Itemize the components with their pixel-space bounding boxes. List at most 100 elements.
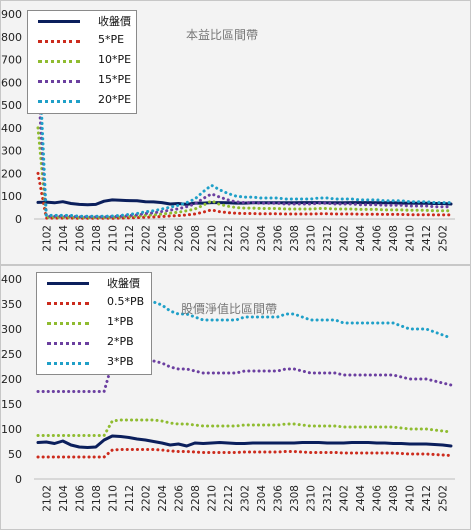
y-tick-label: 400 <box>1 122 22 135</box>
legend-label: 15*PE <box>98 73 132 86</box>
y-tick-label: 200 <box>1 373 22 386</box>
legend-label: 10*PE <box>98 53 132 66</box>
legend-item: 3*PB <box>37 353 151 373</box>
legend-label: 20*PE <box>98 93 132 106</box>
x-tick-label: 2410 <box>405 485 417 512</box>
legend-label: 5*PE <box>98 33 125 46</box>
x-tick-label: 2302 <box>240 485 252 512</box>
legend-swatch <box>47 282 89 285</box>
x-tick-label: 2304 <box>256 485 268 512</box>
legend-swatch <box>47 302 89 305</box>
legend-swatch <box>47 322 89 325</box>
x-tick-label: 2302 <box>240 225 252 252</box>
legend-item: 收盤價 <box>37 273 151 293</box>
x-tick-label: 2202 <box>140 485 152 512</box>
legend-item: 收盤價 <box>28 11 136 31</box>
x-tick-label: 2108 <box>91 485 103 512</box>
y-tick-label: 100 <box>1 423 22 436</box>
x-tick-label: 2304 <box>256 225 268 252</box>
x-tick-label: 2412 <box>421 485 433 512</box>
x-tick-label: 2410 <box>405 225 417 252</box>
legend-item: 0.5*PB <box>37 293 151 313</box>
x-tick-label: 2212 <box>223 225 235 252</box>
x-tick-label: 2408 <box>388 485 400 512</box>
legend-label: 收盤價 <box>107 277 140 290</box>
x-tick-label: 2112 <box>124 225 136 252</box>
y-tick-label: 50 <box>8 448 22 461</box>
pb-band-chart-panel: 0 50 100 150 200 250 300 350 400 2102 2104 2106 2108… <box>0 265 471 530</box>
x-tick-label: 2406 <box>372 485 384 512</box>
series-line-2 <box>36 126 453 220</box>
x-tick-label: 2102 <box>41 485 53 512</box>
x-tick-label: 2404 <box>355 225 367 252</box>
x-tick-label: 2204 <box>157 485 169 512</box>
x-tick-label: 2312 <box>322 485 334 512</box>
x-tick-label: 2406 <box>372 225 384 252</box>
y-tick-label: 200 <box>1 167 22 180</box>
legend-item: 10*PE <box>28 51 136 71</box>
x-tick-label: 2412 <box>421 225 433 252</box>
x-tick-label: 2112 <box>124 485 136 512</box>
legend-label: 1*PB <box>107 315 134 328</box>
x-tick-label: 2208 <box>190 485 202 512</box>
x-tick-label: 2102 <box>41 225 53 252</box>
legend-swatch <box>47 362 89 365</box>
x-tick-label: 2106 <box>74 225 86 252</box>
y-tick-label: 600 <box>1 76 22 89</box>
legend-item: 15*PE <box>28 71 136 91</box>
x-tick-label: 2202 <box>140 225 152 252</box>
y-tick-label: 150 <box>1 398 22 411</box>
x-tick-label: 2206 <box>173 485 185 512</box>
pe-band-chart-panel: 0 100 200 300 400 500 600 700 800 900 2102 2104 2106… <box>0 0 471 265</box>
x-tick-label: 2408 <box>388 225 400 252</box>
chart-title: 本益比區間帶 <box>186 28 259 42</box>
x-tick-label: 2110 <box>107 225 119 252</box>
series-line-4 <box>36 35 453 218</box>
y-tick-label: 0 <box>15 213 22 226</box>
x-tick-label: 2306 <box>273 485 285 512</box>
x-tick-label: 2212 <box>223 485 235 512</box>
x-tick-label: 2210 <box>206 225 218 252</box>
x-tick-label: 2306 <box>273 225 285 252</box>
y-tick-label: 300 <box>1 145 22 158</box>
x-tick-label: 2502 <box>438 485 450 512</box>
pe-band-chart: 0 100 200 300 400 500 600 700 800 900 2102 2104 2106… <box>1 8 455 252</box>
chart-legend: 收盤價 5*PE 10*PE 15*PE 20*PE <box>27 10 137 114</box>
series-line-2 <box>36 418 453 437</box>
x-tick-label: 2310 <box>306 225 318 252</box>
legend-label: 收盤價 <box>98 15 131 28</box>
legend-swatch <box>38 40 80 43</box>
y-tick-label: 700 <box>1 54 22 67</box>
x-tick-label: 2104 <box>58 225 70 252</box>
chart-title: 股價淨值比區間帶 <box>181 302 278 316</box>
pb-band-chart: 0 50 100 150 200 250 300 350 400 2102 2104 2106 2108… <box>1 273 455 512</box>
series-line-1 <box>36 171 453 220</box>
x-tick-label: 2204 <box>157 225 169 252</box>
x-tick-label: 2208 <box>190 225 202 252</box>
x-tick-label: 2104 <box>58 485 70 512</box>
x-tick-label: 2312 <box>322 225 334 252</box>
y-tick-label: 800 <box>1 31 22 44</box>
chart-legend: 收盤價 0.5*PB 1*PB 2*PB 3*PB <box>36 272 152 375</box>
x-tick-label: 2404 <box>355 485 367 512</box>
legend-swatch <box>38 80 80 83</box>
legend-item: 20*PE <box>28 91 136 111</box>
legend-label: 2*PB <box>107 335 134 348</box>
y-tick-label: 250 <box>1 348 22 361</box>
x-tick-label: 2106 <box>74 485 86 512</box>
legend-swatch <box>47 342 89 345</box>
x-tick-label: 2310 <box>306 485 318 512</box>
legend-label: 0.5*PB <box>107 295 145 308</box>
y-tick-label: 500 <box>1 99 22 112</box>
x-tick-label: 2110 <box>107 485 119 512</box>
y-tick-label: 0 <box>15 473 22 486</box>
x-tick-label: 2308 <box>289 485 301 512</box>
series-line-3 <box>36 359 453 393</box>
legend-swatch <box>38 100 80 103</box>
series-line-0 <box>36 434 453 449</box>
x-tick-label: 2502 <box>438 225 450 252</box>
legend-label: 3*PB <box>107 355 134 368</box>
legend-swatch <box>38 20 80 23</box>
x-tick-label: 2402 <box>339 485 351 512</box>
y-tick-label: 350 <box>1 298 22 311</box>
